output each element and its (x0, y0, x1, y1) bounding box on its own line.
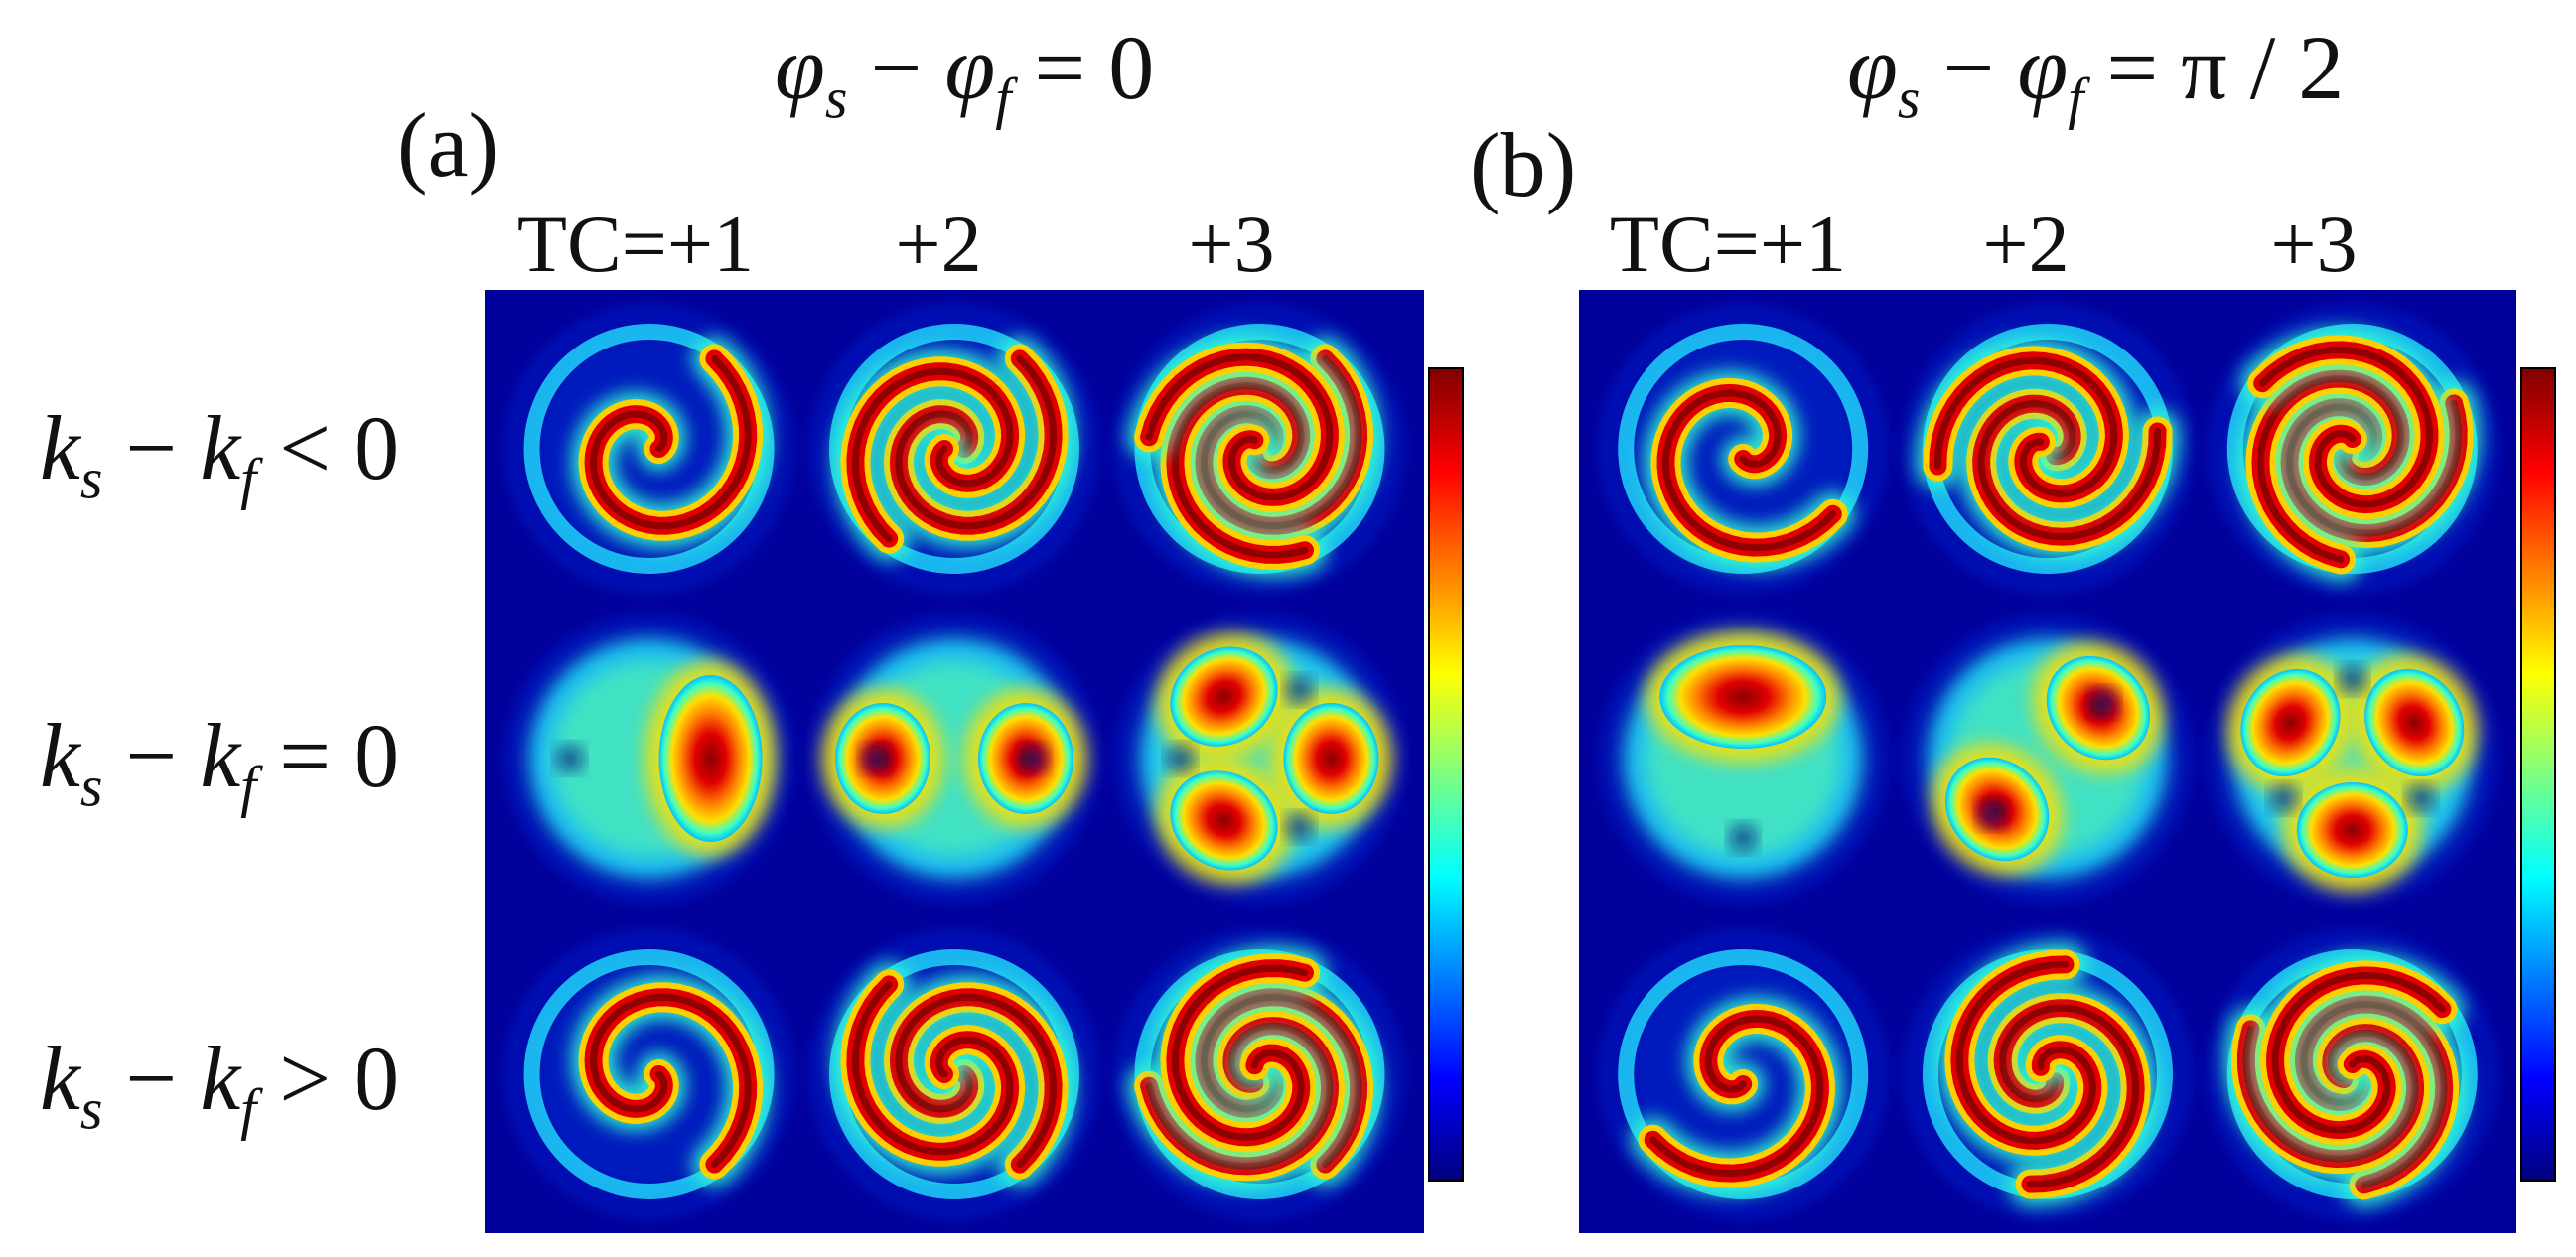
tc-label-b-1: TC=+1 (1609, 199, 1847, 289)
row-label-zero: ks − kf = 0 (40, 705, 400, 819)
panel-b-tile-r1-c1 (1603, 309, 1884, 589)
row-label-negative: ks − kf < 0 (40, 397, 400, 511)
intensity-panel-b (1579, 290, 2516, 1233)
intensity-grid-a (508, 309, 1400, 1214)
intensity-grid-b (1603, 309, 2493, 1214)
panel-a-tile-r3-c3 (1119, 934, 1400, 1214)
tc-label-a-1: TC=+1 (516, 199, 755, 289)
colorbar-b (2520, 367, 2556, 1182)
tc-label-b-3: +3 (2270, 199, 2358, 289)
colorbar-a (1428, 367, 1464, 1182)
panel-label-a: (a) (397, 94, 500, 196)
panel-a-tile-r2-c1 (508, 619, 789, 899)
panel-b-tile-r3-c2 (1908, 934, 2188, 1214)
row-label-positive: ks − kf > 0 (40, 1028, 400, 1142)
panel-b-tile-r2-c1 (1603, 619, 1884, 899)
panel-a-tile-r2-c2 (814, 619, 1094, 899)
panel-a-tile-r1-c1 (508, 309, 789, 589)
intensity-panel-a (485, 290, 1424, 1233)
panel-b-tile-r1-c3 (2212, 309, 2493, 589)
tc-label-b-2: +2 (1982, 199, 2070, 289)
tc-label-a-2: +2 (895, 199, 982, 289)
tc-label-a-3: +3 (1188, 199, 1275, 289)
panel-a-tile-r1-c3 (1119, 309, 1400, 589)
panel-b-tile-r1-c2 (1908, 309, 2188, 589)
panel-b-tile-r3-c1 (1603, 934, 1884, 1214)
panel-b-tile-r2-c3 (2212, 619, 2493, 899)
panel-b-tile-r2-c2 (1908, 619, 2188, 899)
phase-title-b: φs − φf = π / 2 (1847, 17, 2345, 131)
panel-a-tile-r3-c1 (508, 934, 789, 1214)
panel-a-tile-r3-c2 (814, 934, 1094, 1214)
panel-a-tile-r1-c2 (814, 309, 1094, 589)
panel-b-tile-r3-c3 (2212, 934, 2493, 1214)
phase-title-a: φs − φf = 0 (775, 17, 1155, 131)
panel-a-tile-r2-c3 (1119, 619, 1400, 899)
panel-label-b: (b) (1470, 114, 1577, 215)
